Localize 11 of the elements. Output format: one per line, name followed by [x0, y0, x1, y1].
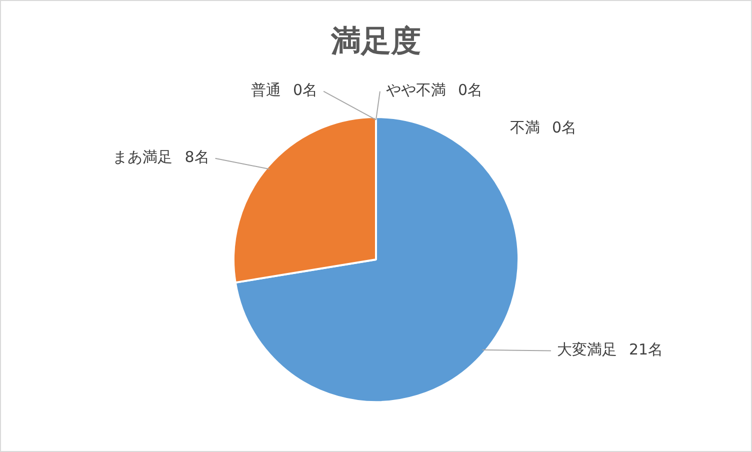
text: 0名 [458, 81, 483, 100]
category-label: やや不満 [386, 81, 446, 100]
text: 0名 [552, 118, 576, 136]
data-label: 21名 [628, 340, 664, 359]
slice-label: 大変満足 [556, 340, 617, 359]
data-label: 8名 [184, 148, 210, 166]
category-label: 不満 [510, 118, 540, 136]
category-label: 普通 [251, 81, 282, 100]
chart-title: 満足度 [330, 24, 421, 59]
slice-label: まあ満足 [112, 148, 173, 166]
text: 0名 [293, 81, 318, 100]
